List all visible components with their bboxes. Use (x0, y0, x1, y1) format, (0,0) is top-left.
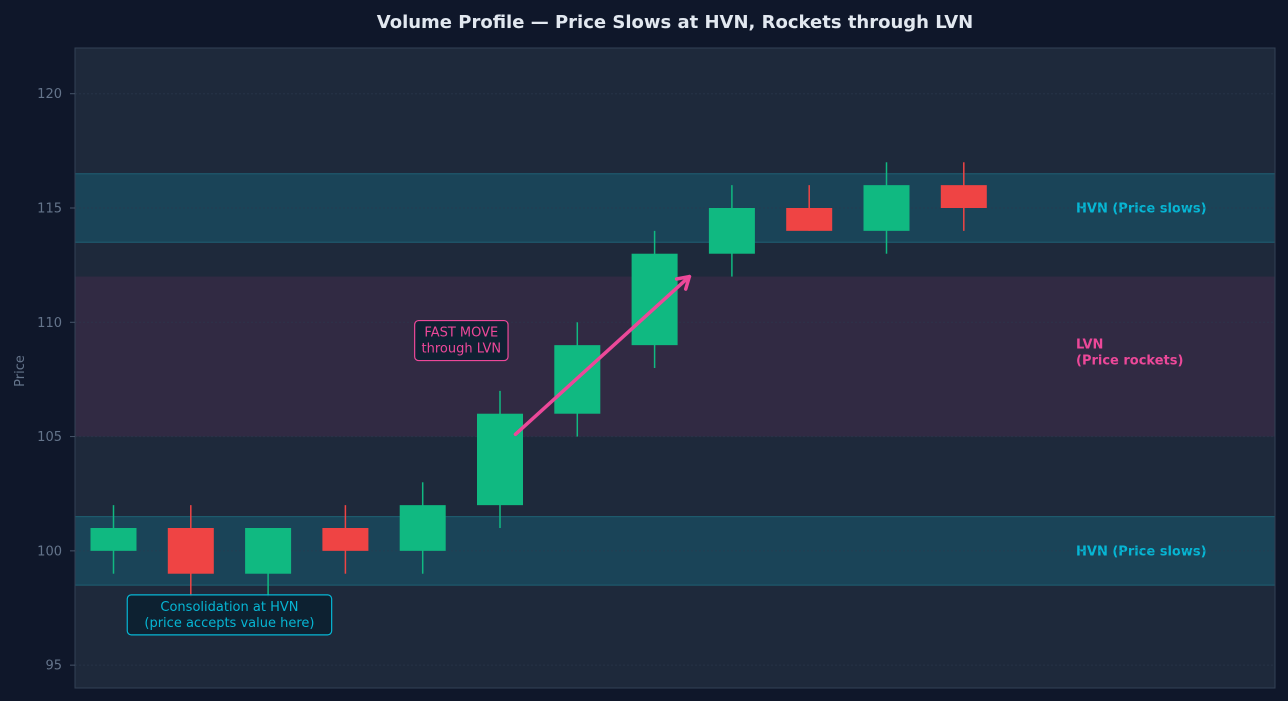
candles (90, 162, 987, 597)
candle (90, 505, 137, 574)
y-axis: 95 100 105 110 115 120 (37, 87, 75, 674)
candle-body (940, 185, 987, 208)
y-tick-label: 100 (37, 544, 62, 559)
annotation-frame (126, 594, 333, 636)
zone-label: LVN (1076, 338, 1103, 353)
candle-body (90, 528, 137, 551)
candle (631, 230, 678, 368)
zone-label: (Price rockets) (1076, 354, 1183, 369)
candle-body (477, 413, 523, 506)
y-tick-label: 120 (37, 87, 62, 102)
arrow-head (674, 274, 692, 291)
volume-zones: HVN (Price slows) LVN(Price rockets) HVN (… (75, 173, 1275, 586)
candle (399, 482, 446, 574)
annotation-text: Consolidation at HVN (160, 600, 298, 615)
annotation-frame (414, 319, 509, 362)
candle (167, 505, 214, 597)
candle (940, 162, 987, 231)
candle (477, 390, 523, 528)
y-tick-label: 95 (45, 659, 62, 674)
candle-body (245, 528, 292, 574)
annotation-text: (price accepts value here) (144, 616, 314, 631)
candle (322, 505, 369, 574)
candle (786, 185, 833, 231)
plot-border (74, 47, 1276, 689)
candle (863, 162, 910, 254)
annotation-text: through LVN (422, 342, 502, 357)
candle-body (863, 185, 910, 231)
annotation-text: FAST MOVE (424, 326, 498, 341)
candle-body (786, 208, 833, 231)
fast-move-arrow (513, 274, 692, 437)
zone-label: HVN (Price slows) (1076, 544, 1207, 559)
candle-body (167, 528, 214, 574)
y-tick-label: 110 (37, 316, 62, 331)
chart-title: Volume Profile — Price Slows at HVN, Roc… (377, 12, 974, 33)
candle-body (708, 208, 755, 254)
candle-body (631, 253, 678, 346)
arrow-shaft (513, 274, 692, 437)
candle (708, 185, 755, 277)
y-tick-label: 105 (37, 430, 62, 445)
candle (245, 528, 292, 597)
candle-body (322, 528, 369, 551)
zone-label: HVN (Price slows) (1076, 202, 1207, 217)
annotations-layer: Consolidation at HVN(price accepts value… (126, 274, 692, 636)
y-tick-label: 115 (37, 202, 62, 217)
annotation-box: Consolidation at HVN(price accepts value… (126, 594, 333, 636)
y-axis-label: Price (13, 355, 28, 387)
candle-body (399, 505, 446, 551)
